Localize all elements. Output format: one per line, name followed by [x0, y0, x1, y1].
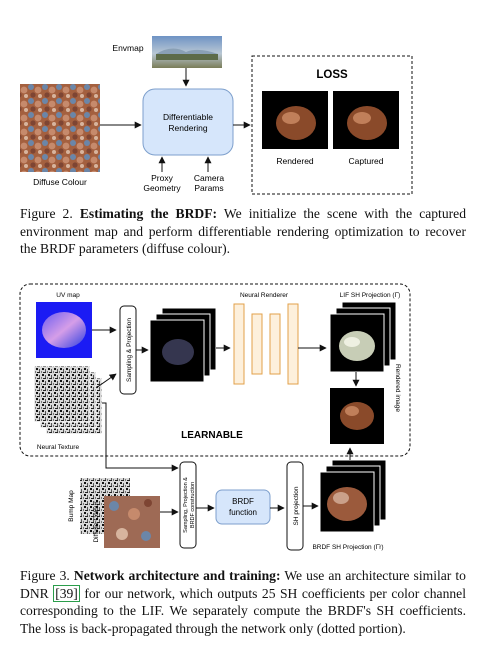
captured-label: Captured — [349, 156, 384, 166]
neural-renderer — [233, 303, 299, 385]
camera-label-2: Params — [194, 183, 223, 193]
brdf-function-label-1: BRDF — [232, 497, 254, 506]
renderer-label-2: Rendering — [168, 123, 207, 133]
figure-3-caption: Figure 3. Network architecture and train… — [20, 568, 466, 636]
loss-title: LOSS — [316, 69, 348, 81]
sampling-projection-label: Sampling & Projection — [126, 318, 133, 382]
brdf-function-box — [215, 489, 271, 525]
figure-2-caption: Figure 2. Estimating the BRDF: We initia… — [20, 206, 466, 256]
diffuse-colour-label: Diffuse Colour — [33, 177, 87, 187]
learnable-region — [19, 283, 411, 457]
figure-3-caption-title: Network architecture and training: — [73, 568, 281, 583]
neural-texture-label: Neural Texture — [37, 444, 80, 451]
bump-map-label: Bump Map — [68, 490, 75, 522]
uv-map-label: UV map — [56, 292, 80, 299]
brdf-sampling-label-2: BRDF construction — [190, 482, 196, 528]
figure-3: UV map Neural Texture Sampling & Project… — [19, 283, 411, 551]
envmap-label: Envmap — [112, 43, 143, 53]
rendered-image-label: Rendered image — [394, 364, 401, 412]
brdf-function-label-2: function — [229, 508, 257, 517]
proxy-label-2: Geometry — [143, 183, 181, 193]
citation-link[interactable]: [39] — [53, 584, 80, 602]
diffuse-colour-image — [20, 84, 100, 172]
sampled-texture-stack — [149, 307, 217, 383]
brdf-sh-label: BRDF SH Projection (Γ̄r) — [312, 544, 383, 551]
proxy-label-1: Proxy — [151, 173, 173, 183]
camera-label-1: Camera — [194, 173, 225, 183]
figure-2: Envmap Diffuse Colour Differentiable Ren… — [20, 36, 413, 195]
rendered-label: Rendered — [276, 156, 314, 166]
brdf-sampling-box — [179, 461, 197, 549]
lif-projection-label: LIF SH Projection (Γ̄) — [340, 292, 401, 299]
learnable-label: LEARNABLE — [181, 430, 243, 441]
lif-projection-stack — [329, 301, 397, 373]
loss-box — [251, 55, 413, 195]
diffuse-colour-label-2: Diffuse Colour — [93, 501, 100, 543]
neural-renderer-label: Neural Renderer — [240, 292, 289, 299]
renderer-label-1: Differentiable — [163, 112, 213, 122]
brdf-sampling-label-1: Sampling, Projection & — [183, 477, 189, 533]
brdf-sh-stack — [319, 459, 387, 533]
differentiable-rendering-box — [142, 88, 234, 156]
figure-2-caption-title: Estimating the BRDF: — [79, 206, 218, 221]
sh-projection-label: SH projection — [293, 486, 300, 525]
neural-texture-stack — [33, 365, 103, 435]
